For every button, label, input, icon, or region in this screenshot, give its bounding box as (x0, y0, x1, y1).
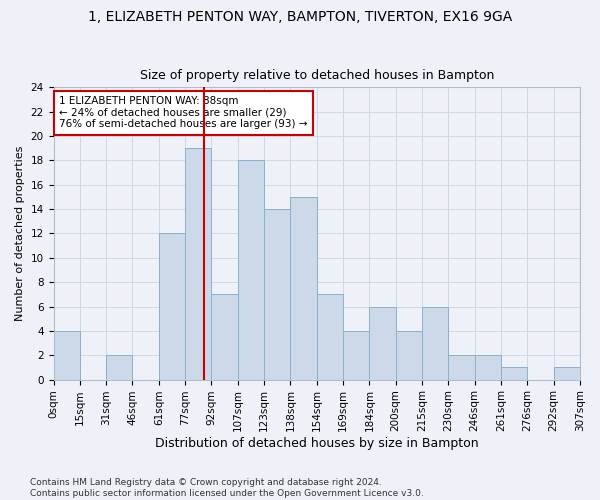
Y-axis label: Number of detached properties: Number of detached properties (15, 146, 25, 321)
Bar (448, 355, 475, 380)
Title: Size of property relative to detached houses in Bampton: Size of property relative to detached ho… (140, 69, 494, 82)
Bar (106, 355, 133, 380)
Bar (422, 306, 448, 380)
Text: 1 ELIZABETH PENTON WAY: 88sqm
← 24% of detached houses are smaller (29)
76% of s: 1 ELIZABETH PENTON WAY: 88sqm ← 24% of d… (59, 96, 307, 130)
Bar (185, 148, 211, 380)
Bar (211, 294, 238, 380)
Text: 1, ELIZABETH PENTON WAY, BAMPTON, TIVERTON, EX16 9GA: 1, ELIZABETH PENTON WAY, BAMPTON, TIVERT… (88, 10, 512, 24)
Bar (290, 197, 317, 380)
Text: Contains HM Land Registry data © Crown copyright and database right 2024.
Contai: Contains HM Land Registry data © Crown c… (30, 478, 424, 498)
Bar (159, 234, 185, 380)
Bar (475, 355, 501, 380)
Bar (317, 294, 343, 380)
Bar (53, 331, 80, 380)
Bar (396, 331, 422, 380)
Bar (343, 331, 370, 380)
Bar (238, 160, 264, 380)
X-axis label: Distribution of detached houses by size in Bampton: Distribution of detached houses by size … (155, 437, 479, 450)
Bar (370, 306, 396, 380)
Bar (554, 368, 580, 380)
Bar (264, 209, 290, 380)
Bar (501, 368, 527, 380)
